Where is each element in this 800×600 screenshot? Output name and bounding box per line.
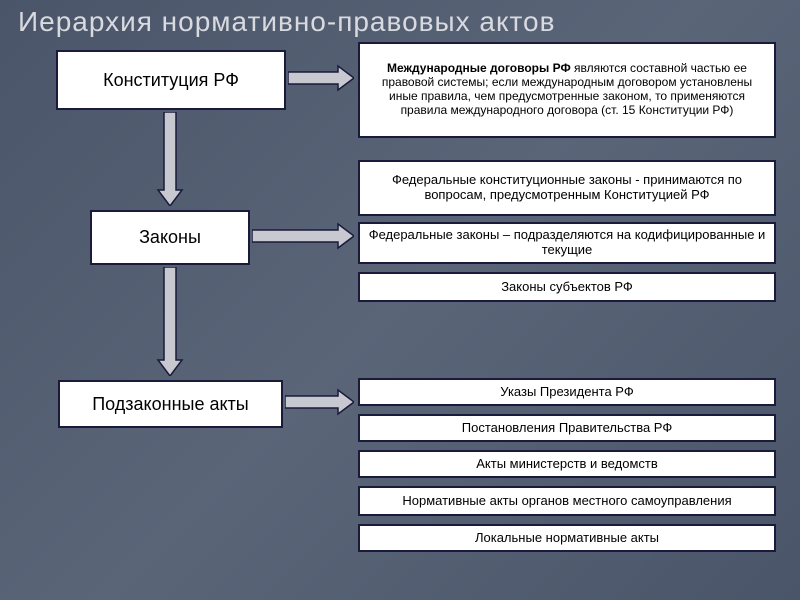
box-intl: Международные договоры РФ являются соста…	[358, 42, 776, 138]
arrow-constitution-to-laws	[156, 112, 184, 206]
box-fkz: Федеральные конституционные законы - при…	[358, 160, 776, 216]
box-label: Федеральные конституционные законы - при…	[368, 173, 766, 203]
box-label: Международные договоры РФ являются соста…	[368, 62, 766, 117]
box-label: Нормативные акты органов местного самоуп…	[402, 494, 731, 509]
box-label: Законы	[139, 227, 201, 248]
arrow-constitution-to-intl	[288, 64, 354, 92]
box-label: Федеральные законы – подразделяются на к…	[368, 228, 766, 258]
page-title: Иерархия нормативно-правовых актов	[18, 6, 556, 38]
box-post: Постановления Правительства РФ	[358, 414, 776, 442]
box-ukaz: Указы Президента РФ	[358, 378, 776, 406]
box-lokal: Локальные нормативные акты	[358, 524, 776, 552]
box-fz: Федеральные законы – подразделяются на к…	[358, 222, 776, 264]
box-minist: Акты министерств и ведомств	[358, 450, 776, 478]
box-laws: Законы	[90, 210, 250, 265]
arrow-laws-to-fkz	[252, 222, 354, 250]
box-label: Локальные нормативные акты	[475, 531, 659, 546]
box-constitution: Конституция РФ	[56, 50, 286, 110]
box-label: Указы Президента РФ	[500, 385, 633, 400]
box-local: Нормативные акты органов местного самоуп…	[358, 486, 776, 516]
box-label: Подзаконные акты	[92, 394, 249, 415]
box-label: Законы субъектов РФ	[501, 280, 633, 295]
box-subj: Законы субъектов РФ	[358, 272, 776, 302]
box-label: Конституция РФ	[103, 70, 239, 91]
box-label: Постановления Правительства РФ	[462, 421, 672, 436]
box-sublaws: Подзаконные акты	[58, 380, 283, 428]
box-label: Акты министерств и ведомств	[476, 457, 658, 472]
arrow-sublaws-to-ukaz	[285, 388, 354, 416]
arrow-laws-to-sublaws	[156, 267, 184, 376]
